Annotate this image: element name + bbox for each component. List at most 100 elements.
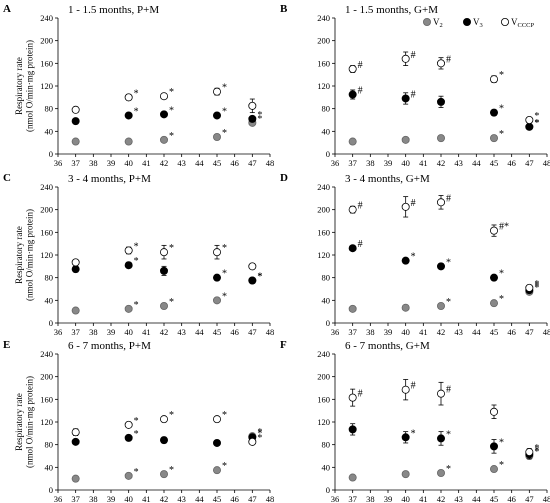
panel-d: D 3 - 4 months, G+M 0 40 80 120 160 200 240 36 37 3… bbox=[280, 172, 550, 337]
y-tick-label: 80 bbox=[45, 104, 54, 114]
data-point bbox=[489, 407, 498, 416]
x-tick-label: 41 bbox=[419, 327, 428, 337]
data-point bbox=[71, 265, 80, 274]
y-tick-label: 40 bbox=[322, 462, 331, 472]
series-vcccp: * * * bbox=[71, 83, 257, 114]
x-tick-label: 37 bbox=[71, 494, 80, 503]
data-point bbox=[212, 111, 221, 120]
x-tick-label: 48 bbox=[266, 158, 275, 168]
x-tick-label: 45 bbox=[213, 327, 222, 337]
x-tick-label: 45 bbox=[490, 327, 499, 337]
y-tick-label: 0 bbox=[326, 318, 330, 328]
y-axis-label: Respiratory rate(nmol O/min·mg protein) bbox=[14, 40, 34, 132]
data-point bbox=[159, 436, 168, 445]
data-point bbox=[436, 434, 445, 443]
x-tick-label: 42 bbox=[437, 327, 446, 337]
x-tick-label: 38 bbox=[89, 494, 98, 503]
x-tick-label: 41 bbox=[419, 158, 428, 168]
y-tick-label: 40 bbox=[45, 462, 54, 472]
legend-marker bbox=[462, 17, 471, 26]
y-tick-label: 0 bbox=[49, 149, 53, 159]
significance-mark: * bbox=[446, 257, 451, 268]
x-tick-label: 41 bbox=[142, 494, 151, 503]
significance-mark: # bbox=[446, 54, 451, 65]
data-point bbox=[124, 111, 133, 120]
y-tick-label: 200 bbox=[317, 36, 330, 46]
x-tick-label: 40 bbox=[401, 327, 410, 337]
data-point bbox=[124, 137, 133, 146]
panel-title: 6 - 7 months, G+M bbox=[345, 340, 430, 352]
data-point bbox=[248, 101, 257, 110]
data-point bbox=[401, 202, 410, 211]
x-tick-label: 41 bbox=[142, 327, 151, 337]
series-vcccp: # # ##** bbox=[348, 193, 539, 292]
series-v3: # #** bbox=[348, 86, 539, 131]
x-tick-label: 42 bbox=[437, 494, 446, 503]
y-tick-label: 80 bbox=[322, 273, 331, 283]
significance-mark: #* bbox=[499, 222, 509, 233]
significance-mark: * bbox=[169, 105, 174, 116]
x-tick-label: 42 bbox=[160, 327, 169, 337]
significance-mark: * bbox=[534, 443, 539, 454]
significance-mark: * bbox=[499, 460, 504, 471]
significance-mark: * bbox=[257, 272, 262, 283]
x-tick-label: 47 bbox=[525, 327, 534, 337]
significance-mark: * bbox=[534, 283, 539, 294]
x-tick-label: 40 bbox=[124, 327, 133, 337]
significance-mark: * bbox=[222, 128, 227, 139]
data-point bbox=[401, 135, 410, 144]
legend-label: V2 bbox=[433, 17, 443, 29]
significance-mark: * bbox=[169, 465, 174, 476]
y-axis-label-line2: (nmol O/min·mg protein) bbox=[25, 209, 35, 301]
significance-mark: # bbox=[358, 201, 363, 212]
x-tick-label: 45 bbox=[490, 158, 499, 168]
significance-mark: * bbox=[446, 429, 451, 440]
x-tick-label: 46 bbox=[230, 158, 239, 168]
y-axis-label-line2: (nmol O/min·mg protein) bbox=[25, 40, 35, 132]
significance-mark: # bbox=[358, 86, 363, 97]
data-point bbox=[124, 261, 133, 270]
significance-mark: * bbox=[222, 83, 227, 94]
significance-mark: # bbox=[446, 193, 451, 204]
y-tick-label: 120 bbox=[317, 250, 330, 260]
data-point bbox=[348, 304, 357, 313]
panel-a: A 1 - 1.5 months, P+M 0 40 80 120 160 200 240 36 3… bbox=[3, 3, 274, 168]
data-point bbox=[401, 54, 410, 63]
series-vcccp: * * * bbox=[71, 241, 257, 271]
significance-mark: * bbox=[411, 252, 416, 263]
y-axis-label: Respiratory rate(nmol O/min·mg protein) bbox=[14, 376, 34, 468]
x-tick-label: 44 bbox=[472, 327, 481, 337]
significance-mark: * bbox=[169, 297, 174, 308]
data-point bbox=[159, 92, 168, 101]
legend-label: V3 bbox=[473, 17, 483, 29]
data-point bbox=[212, 466, 221, 475]
y-tick-label: 240 bbox=[40, 349, 53, 359]
y-axis-label-line2: (nmol O/min·mg protein) bbox=[25, 376, 35, 468]
data-point bbox=[436, 97, 445, 106]
legend-label-main: V bbox=[433, 17, 440, 27]
significance-mark: * bbox=[446, 297, 451, 308]
y-tick-label: 80 bbox=[322, 440, 331, 450]
x-tick-label: 43 bbox=[454, 494, 463, 503]
series-v3: **** bbox=[71, 105, 262, 126]
x-tick-label: 37 bbox=[348, 327, 357, 337]
data-point bbox=[212, 273, 221, 282]
data-point bbox=[436, 198, 445, 207]
y-tick-label: 240 bbox=[317, 182, 330, 192]
x-tick-label: 40 bbox=[124, 158, 133, 168]
panel-f: F 6 - 7 months, G+M 0 40 80 120 160 200 240 36 37 3… bbox=[280, 339, 550, 503]
data-point bbox=[159, 415, 168, 424]
data-point bbox=[436, 389, 445, 398]
data-point bbox=[348, 205, 357, 214]
data-point bbox=[212, 415, 221, 424]
data-point bbox=[489, 75, 498, 84]
significance-mark: * bbox=[222, 243, 227, 254]
significance-mark: # bbox=[358, 389, 363, 400]
x-tick-label: 38 bbox=[89, 327, 98, 337]
data-point bbox=[159, 301, 168, 310]
y-tick-label: 120 bbox=[40, 81, 53, 91]
y-tick-label: 200 bbox=[40, 36, 53, 46]
data-point bbox=[71, 306, 80, 315]
series-vcccp: # # # * * bbox=[348, 50, 539, 125]
